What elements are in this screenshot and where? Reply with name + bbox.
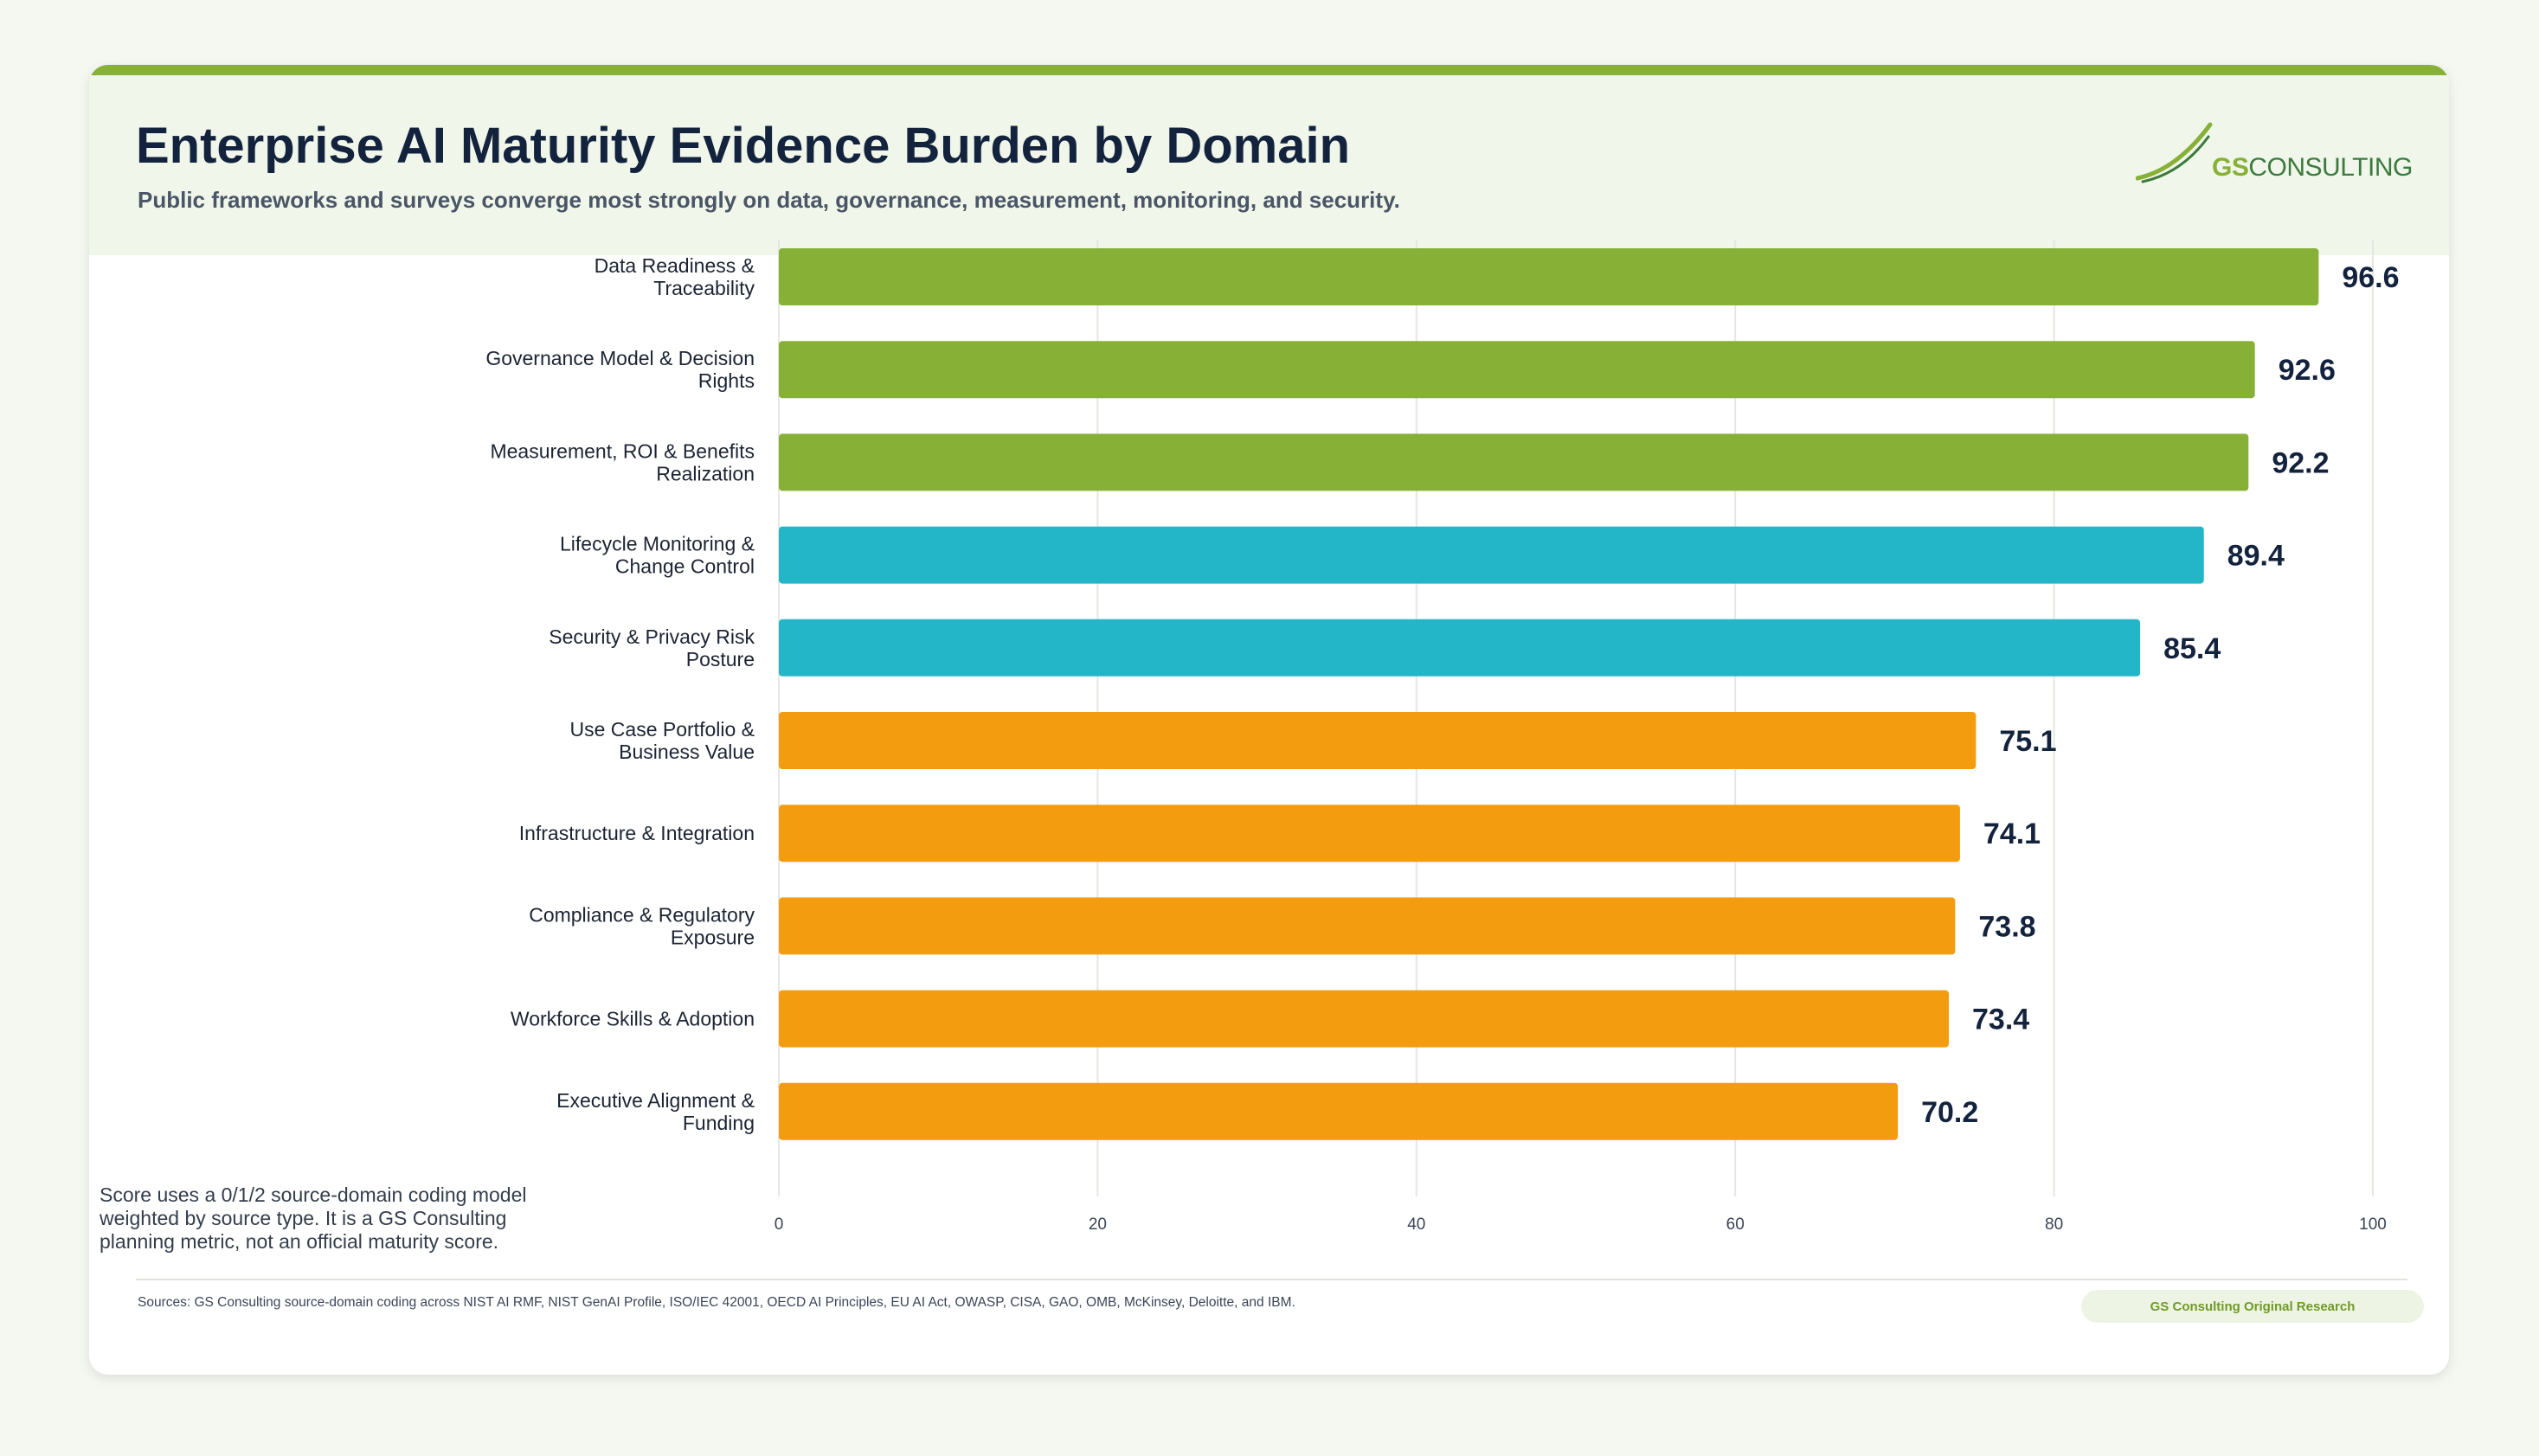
value-label: 85.4	[2163, 632, 2221, 665]
bar-chart: 96.6 92.6 92.2 89.4 85.4 75.1 74.1 73.8 73.4 70.2…	[485, 240, 2400, 1234]
sources-text: Sources: GS Consulting source-domain cod…	[138, 1295, 1295, 1310]
accent-bar	[89, 65, 2449, 75]
value-label: 75.1	[1999, 725, 2056, 758]
bar	[779, 897, 1956, 955]
bar	[779, 526, 2204, 584]
x-tick-label: 60	[1726, 1215, 1745, 1234]
category-label: Data Readiness & Traceability	[595, 254, 755, 299]
gs-consulting-logo: GSCONSULTING	[2135, 121, 2413, 190]
bar	[779, 712, 1977, 769]
bar	[779, 433, 2249, 491]
value-label: 70.2	[1921, 1096, 1978, 1129]
header: Enterprise AI Maturity Evidence Burden b…	[89, 75, 2449, 255]
bar	[779, 341, 2255, 399]
logo-wordmark: GSCONSULTING	[2212, 153, 2413, 182]
value-label: 92.6	[2279, 354, 2336, 387]
category-label: Governance Model & Decision Rights	[485, 347, 755, 392]
x-tick-label: 100	[2359, 1215, 2387, 1234]
category-label: Infrastructure & Integration	[519, 822, 755, 844]
value-label: 73.8	[1978, 910, 2035, 943]
methodology-note: Score uses a 0/1/2 source-domain coding …	[100, 1183, 527, 1253]
category-label: Use Case Portfolio & Business Value	[570, 718, 755, 763]
x-tick-label: 40	[1407, 1215, 1425, 1234]
footer-divider	[136, 1279, 2407, 1280]
value-label: 74.1	[1983, 818, 2041, 850]
swoosh-icon	[2135, 122, 2213, 183]
category-label: Lifecycle Monitoring & Change Control	[560, 533, 755, 578]
x-tick-label: 20	[1089, 1215, 1107, 1234]
x-tick-label: 80	[2045, 1215, 2063, 1234]
bar	[779, 805, 1960, 863]
category-label: Measurement, ROI & Benefits Realization	[490, 439, 755, 484]
bar	[779, 1082, 1899, 1140]
category-label: Executive Alignment & Funding	[556, 1089, 755, 1134]
value-label: 73.4	[1972, 1004, 2029, 1036]
page-subtitle: Public frameworks and surveys converge m…	[138, 187, 1400, 213]
x-tick-label: 0	[775, 1215, 784, 1234]
page-title: Enterprise AI Maturity Evidence Burden b…	[136, 118, 1351, 174]
category-label: Workforce Skills & Adoption	[511, 1008, 755, 1030]
value-label: 89.4	[2227, 540, 2285, 573]
category-label: Security & Privacy Risk Posture	[549, 625, 755, 670]
original-research-badge: GS Consulting Original Research	[2081, 1290, 2424, 1323]
value-label: 96.6	[2342, 261, 2399, 294]
bar	[779, 248, 2319, 305]
category-label: Compliance & Regulatory Exposure	[529, 903, 755, 948]
value-label: 92.2	[2272, 446, 2329, 479]
chart-card: Enterprise AI Maturity Evidence Burden b…	[89, 65, 2449, 1375]
bar	[779, 990, 1950, 1048]
bar	[779, 619, 2141, 677]
